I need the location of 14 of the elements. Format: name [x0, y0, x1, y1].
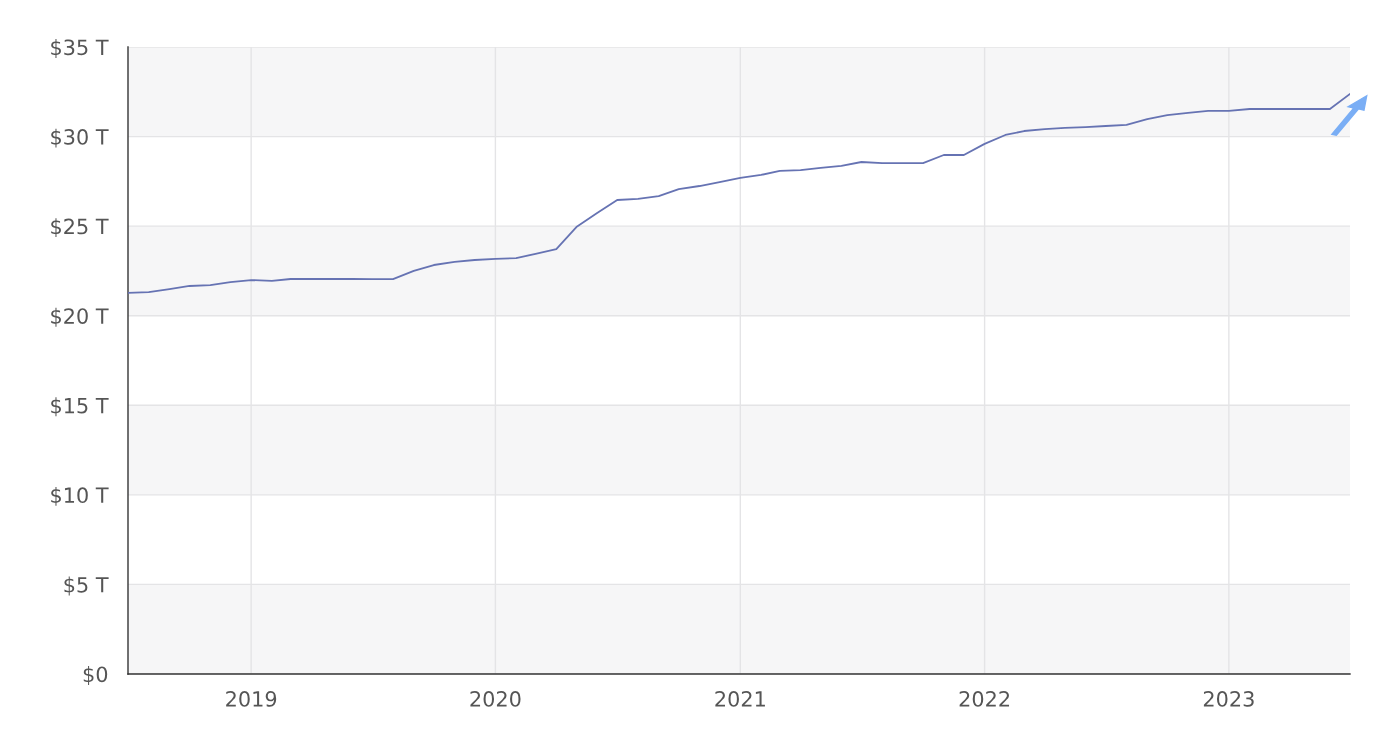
y-tick-label: $30 T	[51, 128, 109, 148]
y-tick-label: $10 T	[51, 486, 109, 506]
y-tick-label: $20 T	[51, 307, 109, 327]
x-tick-label: 2022	[959, 691, 1010, 707]
y-tick-label: $5 T	[64, 576, 109, 596]
y-tick-label: $15 T	[51, 397, 109, 417]
y-tick-label: $0	[83, 666, 108, 685]
x-tick-label: 2023	[1203, 691, 1254, 707]
x-tick-label: 2020	[470, 691, 521, 707]
y-tick-label: $35 T	[51, 39, 109, 58]
line-series	[128, 93, 1350, 294]
x-tick-label: 2021	[715, 691, 765, 707]
y-tick-label: $25 T	[51, 218, 109, 238]
x-tick-label: 2019	[226, 691, 277, 707]
